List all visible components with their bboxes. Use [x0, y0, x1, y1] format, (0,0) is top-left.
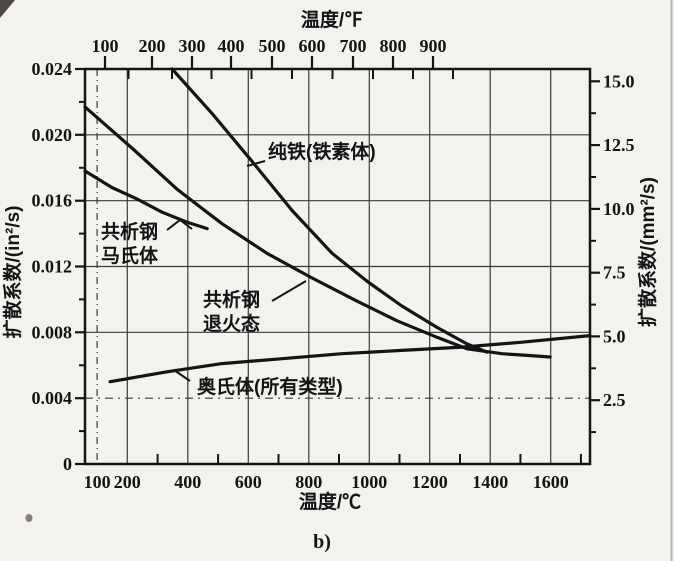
left-axis-title: 扩散系数/(in²/s)	[1, 206, 24, 339]
scan-artifact-speck	[25, 514, 33, 522]
tick-marks	[75, 56, 600, 466]
right-tick-label-7.5: 7.5	[603, 263, 626, 283]
label-pure-iron-ferrite-leader-line	[246, 160, 266, 167]
plot-frame	[83, 67, 592, 466]
data-curves	[83, 67, 592, 384]
left-tick-label-0.024: 0.024	[32, 59, 73, 79]
top-tick-label-500: 500	[259, 36, 286, 56]
label-pure-iron-ferrite: 纯铁(铁素体)	[246, 140, 376, 167]
label-austenite-leader-line	[173, 369, 191, 382]
top-tick-label-200: 200	[139, 36, 166, 56]
top-tick-label-800: 800	[380, 36, 407, 56]
left-tick-label-0.012: 0.012	[32, 257, 73, 277]
top-tick-label-900: 900	[420, 36, 447, 56]
top-tick-label-100: 100	[92, 36, 119, 56]
x-tick-label-100: 100	[84, 472, 111, 492]
top-tick-label-300: 300	[179, 36, 206, 56]
right-tick-label-12.5: 12.5	[603, 135, 635, 155]
x-tick-label-400: 400	[174, 472, 201, 492]
x-tick-label-200: 200	[114, 472, 141, 492]
right-axis-title: 扩散系数/(mm²/s)	[636, 177, 659, 327]
x-tick-label-800: 800	[295, 472, 322, 492]
top-axis-title: 温度/℉	[301, 8, 363, 31]
top-tick-label-700: 700	[340, 36, 367, 56]
left-tick-label-0: 0	[63, 454, 72, 474]
series-curve-austenite	[108, 334, 592, 384]
series-curve-eutectoid-annealed	[83, 105, 552, 359]
label-eutectoid-annealed-text-1: 退火态	[203, 312, 260, 335]
left-tick-label-0.004: 0.004	[32, 388, 73, 408]
x-tick-label-1400: 1400	[472, 472, 508, 492]
left-tick-label-0.008: 0.008	[32, 322, 73, 342]
top-tick-label-600: 600	[299, 36, 326, 56]
scan-artifact-corner	[0, 0, 15, 18]
right-tick-label-15.0: 15.0	[603, 71, 635, 91]
left-tick-label-0.016: 0.016	[32, 191, 73, 211]
label-eutectoid-annealed-text-0: 共析钢	[203, 288, 260, 311]
x-tick-label-600: 600	[235, 472, 262, 492]
label-austenite-text-0: 奥氏体(所有类型)	[197, 375, 343, 398]
series-curve-pure-iron-ferrite	[170, 67, 489, 354]
series-curve-eutectoid-martensite	[83, 169, 209, 231]
figure-caption: b)	[313, 531, 331, 553]
label-pure-iron-ferrite-text-0: 纯铁(铁素体)	[268, 140, 376, 163]
x-tick-label-1600: 1600	[533, 472, 569, 492]
label-eutectoid-martensite-leader-line	[166, 218, 193, 231]
label-eutectoid-annealed-leader-line	[271, 280, 307, 302]
bottom-axis-title: 温度/℃	[299, 490, 361, 513]
right-tick-label-10.0: 10.0	[603, 199, 635, 219]
left-tick-label-0.020: 0.020	[32, 125, 73, 145]
label-eutectoid-martensite-text-0: 共析钢	[101, 220, 158, 243]
right-tick-label-5.0: 5.0	[603, 326, 626, 346]
label-eutectoid-martensite-text-1: 马氏体	[101, 244, 159, 267]
top-tick-label-400: 400	[218, 36, 245, 56]
gridlines	[85, 69, 590, 464]
x-tick-label-1200: 1200	[412, 472, 448, 492]
label-austenite: 奥氏体(所有类型)	[173, 369, 343, 398]
right-tick-label-2.5: 2.5	[603, 390, 626, 410]
x-tick-label-1000: 1000	[351, 472, 387, 492]
